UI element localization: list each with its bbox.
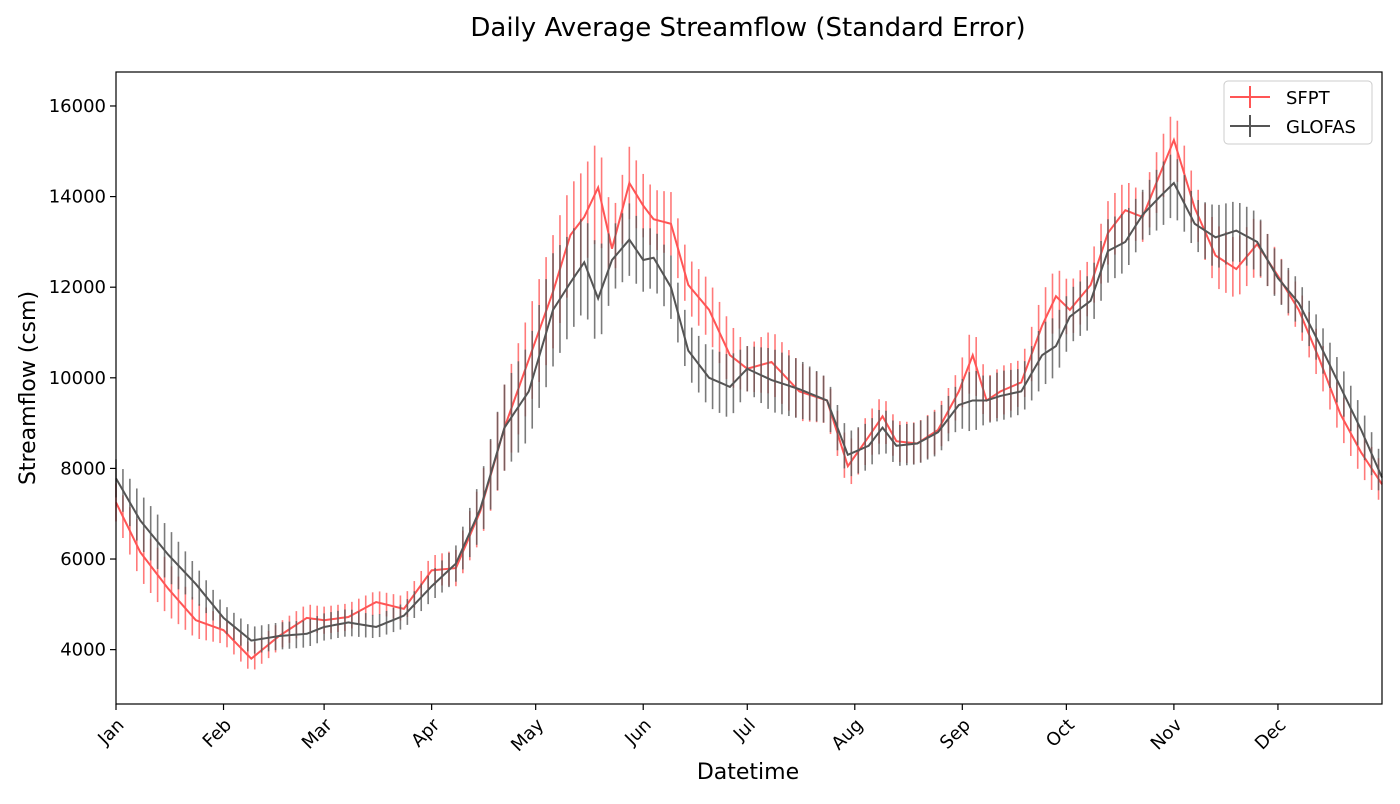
x-tick-label: Aug (828, 715, 868, 755)
y-axis: 4000 6000 8000 10000 12000 14000 16000 (49, 96, 116, 661)
x-tick-label: Apr (407, 714, 444, 751)
glofas-series (115, 154, 1383, 654)
y-tick-label: 4000 (60, 640, 106, 661)
y-tick-label: 8000 (60, 458, 106, 479)
y-tick-label: 16000 (49, 96, 106, 117)
plot-area (115, 116, 1383, 670)
x-tick-label: Jul (729, 715, 760, 746)
x-tick-label: May (507, 714, 548, 755)
y-tick-label: 10000 (49, 368, 106, 389)
x-tick-label: Oct (1042, 715, 1079, 752)
legend-label: GLOFAS (1286, 117, 1356, 138)
sfpt-error-bars (115, 116, 1380, 670)
legend[interactable]: SFPT GLOFAS (1223, 80, 1373, 145)
x-tick-label: Nov (1147, 714, 1187, 754)
sfpt-series (115, 116, 1383, 670)
x-axis: Jan Feb Mar Apr May Jun Jul Aug Sep Oct Nov Dec (93, 704, 1290, 756)
y-tick-label: 12000 (49, 277, 106, 298)
y-axis-label: Streamflow (csm) (16, 291, 41, 485)
glofas-line (115, 181, 1383, 642)
y-tick-label: 14000 (49, 187, 106, 208)
x-tick-label: Mar (298, 714, 337, 753)
legend-item-glofas[interactable]: GLOFAS (1230, 115, 1356, 138)
x-tick-label: Jan (93, 715, 128, 750)
x-axis-label: Datetime (697, 760, 799, 785)
x-tick-label: Dec (1251, 715, 1290, 754)
glofas-error-bars (115, 154, 1380, 654)
legend-label: SFPT (1286, 88, 1331, 109)
x-tick-label: Feb (199, 715, 236, 752)
y-tick-label: 6000 (60, 549, 106, 570)
x-tick-label: Sep (936, 715, 975, 754)
sfpt-line (115, 136, 1383, 661)
legend-item-sfpt[interactable]: SFPT (1230, 86, 1331, 109)
plot-frame (115, 71, 1383, 705)
x-tick-label: Jun (620, 715, 655, 750)
chart-title: Daily Average Streamflow (Standard Error… (470, 13, 1025, 43)
